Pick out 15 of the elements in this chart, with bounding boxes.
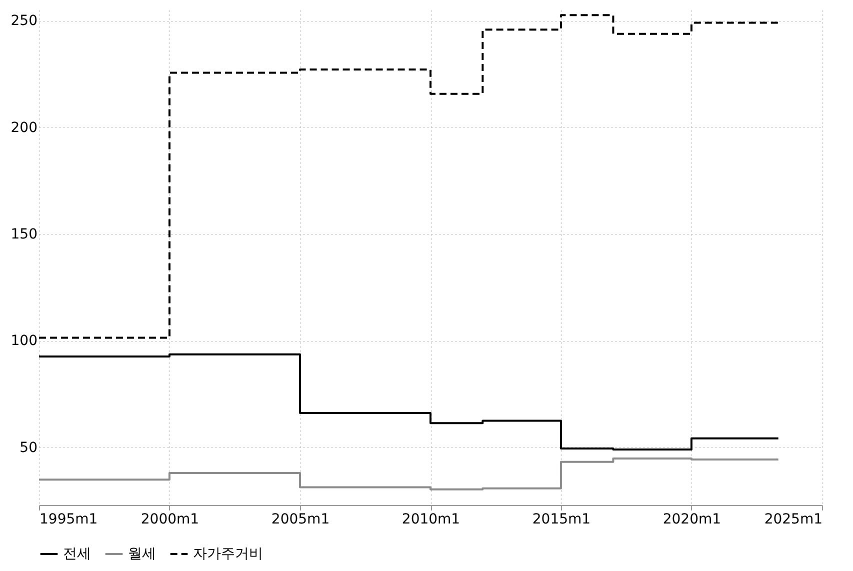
x-tick-label: 2020m1	[662, 512, 722, 528]
x-tick-label: 2015m1	[532, 512, 591, 528]
legend-label: 전세	[63, 546, 91, 562]
x-tick-label: 2000m1	[140, 512, 200, 528]
y-tick-label: 200	[10, 120, 38, 136]
y-tick-label: 50	[20, 440, 38, 456]
y-tick-label: 100	[10, 333, 38, 350]
x-tick-label: 1995m1	[40, 512, 98, 528]
legend-label: 자가주거비	[193, 546, 263, 562]
y-tick-label: 150	[10, 226, 38, 243]
x-tick-label: 2005m1	[271, 512, 330, 528]
y-tick-label: 250	[10, 13, 38, 30]
legend-label: 월세	[128, 546, 156, 562]
x-tick-label: 2010m1	[402, 512, 460, 528]
x-tick-label: 2025m1	[764, 512, 822, 528]
